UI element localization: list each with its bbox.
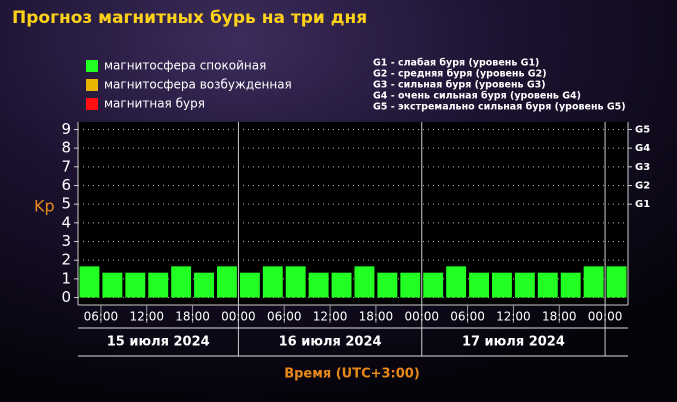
bar xyxy=(102,272,123,298)
legend-label: магнитосфера возбужденная xyxy=(104,78,292,92)
y-tick-label: 0 xyxy=(61,288,71,306)
bar xyxy=(423,272,444,298)
y-tick-label: 5 xyxy=(61,195,71,213)
legend-swatch xyxy=(86,98,98,110)
bar xyxy=(239,272,260,298)
date-label: 17 июля 2024 xyxy=(462,335,565,350)
bar xyxy=(125,272,146,298)
date-label: 16 июля 2024 xyxy=(279,335,382,350)
scale-legend-item: G1 - слабая буря (уровень G1) xyxy=(373,58,539,69)
legend-swatch xyxy=(86,60,98,72)
x-tick-label: 06:00 xyxy=(450,310,485,324)
y2-tick-label: G3 xyxy=(635,162,650,173)
bar xyxy=(469,272,489,298)
x-tick-label: 00:00 xyxy=(221,310,256,324)
y-tick-label: 3 xyxy=(61,232,71,250)
bar xyxy=(308,272,329,298)
bar xyxy=(194,272,214,298)
bar xyxy=(171,266,192,298)
y-tick-label: 9 xyxy=(61,120,71,138)
y2-tick-label: G1 xyxy=(635,199,650,210)
bar xyxy=(217,266,237,298)
x-axis-label: Время (UTC+3:00) xyxy=(284,367,420,382)
x-tick-label: 06:00 xyxy=(84,310,119,324)
chart-title: Прогноз магнитных бурь на три дня xyxy=(12,8,367,28)
x-tick-label: 18:00 xyxy=(175,310,210,324)
legend-label: магнитная буря xyxy=(104,97,205,111)
legend-swatch xyxy=(86,79,98,91)
y-axis-label: Kp xyxy=(34,197,55,216)
plot-area xyxy=(78,122,628,305)
bar xyxy=(492,272,512,298)
bar xyxy=(446,266,467,298)
y-tick-label: 8 xyxy=(61,139,71,157)
bar xyxy=(400,272,421,298)
scale-legend-item: G2 - средняя буря (уровень G2) xyxy=(373,69,547,80)
scale-legend-item: G3 - сильная буря (уровень G3) xyxy=(373,80,546,91)
x-tick-label: 12:00 xyxy=(496,310,531,324)
bar xyxy=(354,266,375,298)
bar xyxy=(148,272,169,298)
x-tick-label: 06:00 xyxy=(267,310,302,324)
legend-label: магнитосфера спокойная xyxy=(104,59,266,73)
scale-legend-item: G4 - очень сильная буря (уровень G4) xyxy=(373,91,581,102)
bar xyxy=(514,272,535,298)
date-label: 15 июля 2024 xyxy=(107,335,210,350)
bar xyxy=(583,266,604,298)
y2-tick-label: G5 xyxy=(635,124,650,135)
bar xyxy=(606,266,627,298)
y-tick-label: 6 xyxy=(61,176,71,194)
x-tick-label: 12:00 xyxy=(313,310,348,324)
y2-tick-label: G4 xyxy=(635,143,650,154)
y-tick-label: 1 xyxy=(61,269,71,287)
x-tick-label: 00:00 xyxy=(588,310,623,324)
x-tick-label: 12:00 xyxy=(129,310,164,324)
y2-tick-label: G2 xyxy=(635,180,650,191)
scale-legend-item: G5 - экстремально сильная буря (уровень … xyxy=(373,102,626,113)
y-tick-label: 7 xyxy=(61,157,71,175)
x-tick-label: 18:00 xyxy=(359,310,394,324)
bar xyxy=(560,272,581,298)
bar xyxy=(262,266,283,298)
bar xyxy=(537,272,558,298)
x-tick-label: 18:00 xyxy=(542,310,577,324)
bar xyxy=(79,266,100,298)
bar xyxy=(377,272,398,298)
y-tick-label: 4 xyxy=(61,213,71,231)
bar xyxy=(285,266,306,298)
y-tick-label: 2 xyxy=(61,251,71,269)
x-tick-label: 00:00 xyxy=(404,310,439,324)
bar xyxy=(331,272,352,298)
